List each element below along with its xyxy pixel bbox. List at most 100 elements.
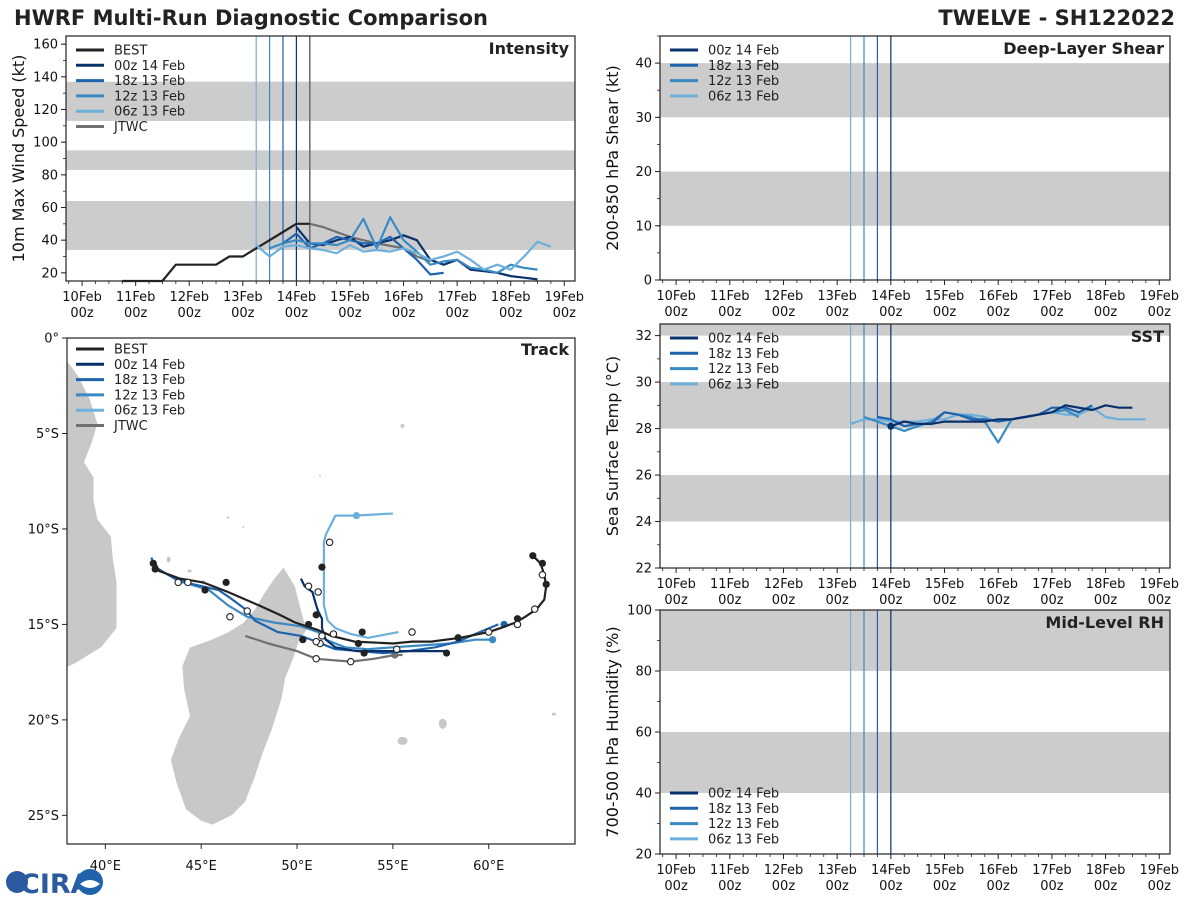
y-tick-label: 20 bbox=[41, 266, 58, 281]
y-tick-label: 60 bbox=[41, 201, 58, 216]
y-tick-label: 32 bbox=[635, 329, 652, 344]
series-line-12z-13-feb bbox=[269, 216, 538, 274]
x-tick-label-day: 14Feb bbox=[871, 863, 911, 878]
x-tick-label-day: 12Feb bbox=[764, 863, 804, 878]
y-tick-label: 140 bbox=[33, 70, 58, 85]
track-panel: 40°E 45°E 50°E 55°E 60°E 0° 5°S 10°S 15°S 20°S 25°… bbox=[28, 332, 576, 874]
x-tick-label-day: 16Feb bbox=[384, 290, 424, 305]
legend-label: 00z 14 Feb bbox=[114, 358, 185, 373]
x-tick-label-hour: 00z bbox=[231, 306, 255, 321]
lat-tick-label: 25°S bbox=[28, 809, 59, 824]
y-tick-label: 120 bbox=[33, 103, 58, 118]
comoros-island bbox=[166, 556, 171, 563]
x-tick-label-day: 17Feb bbox=[1032, 289, 1072, 304]
track-marker-open bbox=[312, 655, 320, 663]
x-tick-label-hour: 00z bbox=[933, 593, 957, 608]
x-tick-label-hour: 00z bbox=[987, 593, 1011, 608]
y-tick-label: 20 bbox=[635, 165, 652, 180]
x-tick-label-hour: 00z bbox=[718, 305, 742, 320]
x-tick-label-day: 19Feb bbox=[545, 290, 585, 305]
shaded-band bbox=[660, 610, 1170, 671]
legend-label: 12z 13 Feb bbox=[114, 89, 185, 104]
track-marker-filled bbox=[354, 639, 362, 648]
series-line-18z-13-feb bbox=[877, 404, 1093, 428]
y-tick-label: 60 bbox=[635, 726, 652, 741]
track-marker-open bbox=[484, 628, 493, 636]
x-tick-label-hour: 00z bbox=[1148, 305, 1172, 320]
legend-label: 12z 13 Feb bbox=[114, 388, 185, 403]
series-line-00z-14-feb bbox=[890, 404, 1133, 428]
x-tick-label-hour: 00z bbox=[879, 879, 903, 894]
track-marker-open bbox=[346, 657, 355, 666]
track-marker-filled bbox=[360, 649, 368, 657]
track-marker-open bbox=[408, 628, 416, 636]
x-tick-label-day: 13Feb bbox=[223, 290, 263, 305]
init-point-marker bbox=[887, 422, 895, 430]
lon-tick-label: 40°E bbox=[90, 859, 121, 874]
y-tick-label: 80 bbox=[635, 665, 652, 680]
x-tick-label-hour: 00z bbox=[879, 593, 903, 608]
x-tick-label-hour: 00z bbox=[718, 593, 742, 608]
x-tick-label-day: 12Feb bbox=[764, 289, 804, 304]
x-tick-label-hour: 00z bbox=[338, 306, 362, 321]
y-tick-label: 160 bbox=[33, 38, 58, 53]
y-tick-label: 100 bbox=[33, 136, 58, 151]
legend-label: 12z 13 Feb bbox=[708, 74, 779, 89]
track-marker-filled bbox=[529, 552, 537, 560]
shaded-band bbox=[66, 150, 575, 170]
x-tick-label-day: 17Feb bbox=[1032, 577, 1072, 592]
sst-panel: 22242628303210Feb00z11Feb00z12Feb00z13Fe… bbox=[603, 323, 1179, 608]
track-line-18z-13-feb bbox=[150, 557, 499, 655]
cosmoledo-island bbox=[242, 526, 245, 529]
x-tick-label-day: 10Feb bbox=[656, 289, 696, 304]
x-tick-label-hour: 00z bbox=[664, 879, 688, 894]
x-tick-label-day: 16Feb bbox=[978, 289, 1018, 304]
y-tick-label: 30 bbox=[635, 111, 652, 126]
lat-tick-label: 20°S bbox=[28, 713, 59, 728]
legend-label: BEST bbox=[114, 44, 147, 59]
y-tick-label: 22 bbox=[635, 562, 652, 577]
logo-wave-icon bbox=[80, 880, 100, 888]
anjouan-island bbox=[187, 569, 192, 573]
shear-panel: 01020304010Feb00z11Feb00z12Feb00z13Feb00… bbox=[603, 35, 1179, 320]
x-tick-label-day: 13Feb bbox=[817, 863, 857, 878]
legend-label: BEST bbox=[114, 343, 147, 358]
x-tick-label-hour: 00z bbox=[772, 305, 796, 320]
x-tick-label-hour: 00z bbox=[445, 306, 469, 321]
track-marker-filled bbox=[149, 559, 157, 567]
legend-label: 12z 13 Feb bbox=[708, 817, 779, 832]
x-tick-label-hour: 00z bbox=[1094, 305, 1118, 320]
x-tick-label-day: 15Feb bbox=[330, 290, 370, 305]
x-tick-label-hour: 00z bbox=[1040, 305, 1064, 320]
x-tick-label-hour: 00z bbox=[987, 879, 1011, 894]
track-marker-open bbox=[312, 637, 320, 646]
x-tick-label-hour: 00z bbox=[825, 879, 849, 894]
legend-label: 06z 13 Feb bbox=[708, 377, 779, 392]
legend-label: 06z 13 Feb bbox=[708, 89, 779, 104]
lat-tick-label: 10°S bbox=[28, 522, 59, 537]
lon-tick-label: 45°E bbox=[186, 859, 217, 874]
x-tick-label-hour: 00z bbox=[772, 879, 796, 894]
x-tick-label-day: 19Feb bbox=[1139, 289, 1179, 304]
x-tick-label-day: 13Feb bbox=[817, 289, 857, 304]
track-marker-filled bbox=[304, 620, 313, 629]
rh-panel: 2040608010010Feb00z11Feb00z12Feb00z13Feb… bbox=[603, 604, 1179, 895]
aldabra-island bbox=[226, 516, 230, 519]
x-tick-label-day: 15Feb bbox=[925, 577, 965, 592]
legend-label: JTWC bbox=[113, 120, 148, 135]
legend-label: 18z 13 Feb bbox=[708, 802, 779, 817]
small-island bbox=[319, 474, 322, 477]
track-marker-filled bbox=[542, 580, 550, 588]
track-marker-filled bbox=[538, 559, 547, 567]
track-marker-open bbox=[314, 588, 322, 596]
x-tick-label-hour: 00z bbox=[1094, 593, 1118, 608]
legend-label: 18z 13 Feb bbox=[114, 74, 185, 89]
x-tick-label-day: 15Feb bbox=[925, 863, 965, 878]
panel-title: Intensity bbox=[489, 39, 570, 58]
y-axis-label: 10m Max Wind Speed (kt) bbox=[9, 55, 28, 263]
land-layer bbox=[67, 360, 556, 826]
track-marker-open bbox=[184, 578, 192, 587]
x-tick-label-hour: 00z bbox=[933, 305, 957, 320]
x-tick-label-day: 16Feb bbox=[978, 577, 1018, 592]
